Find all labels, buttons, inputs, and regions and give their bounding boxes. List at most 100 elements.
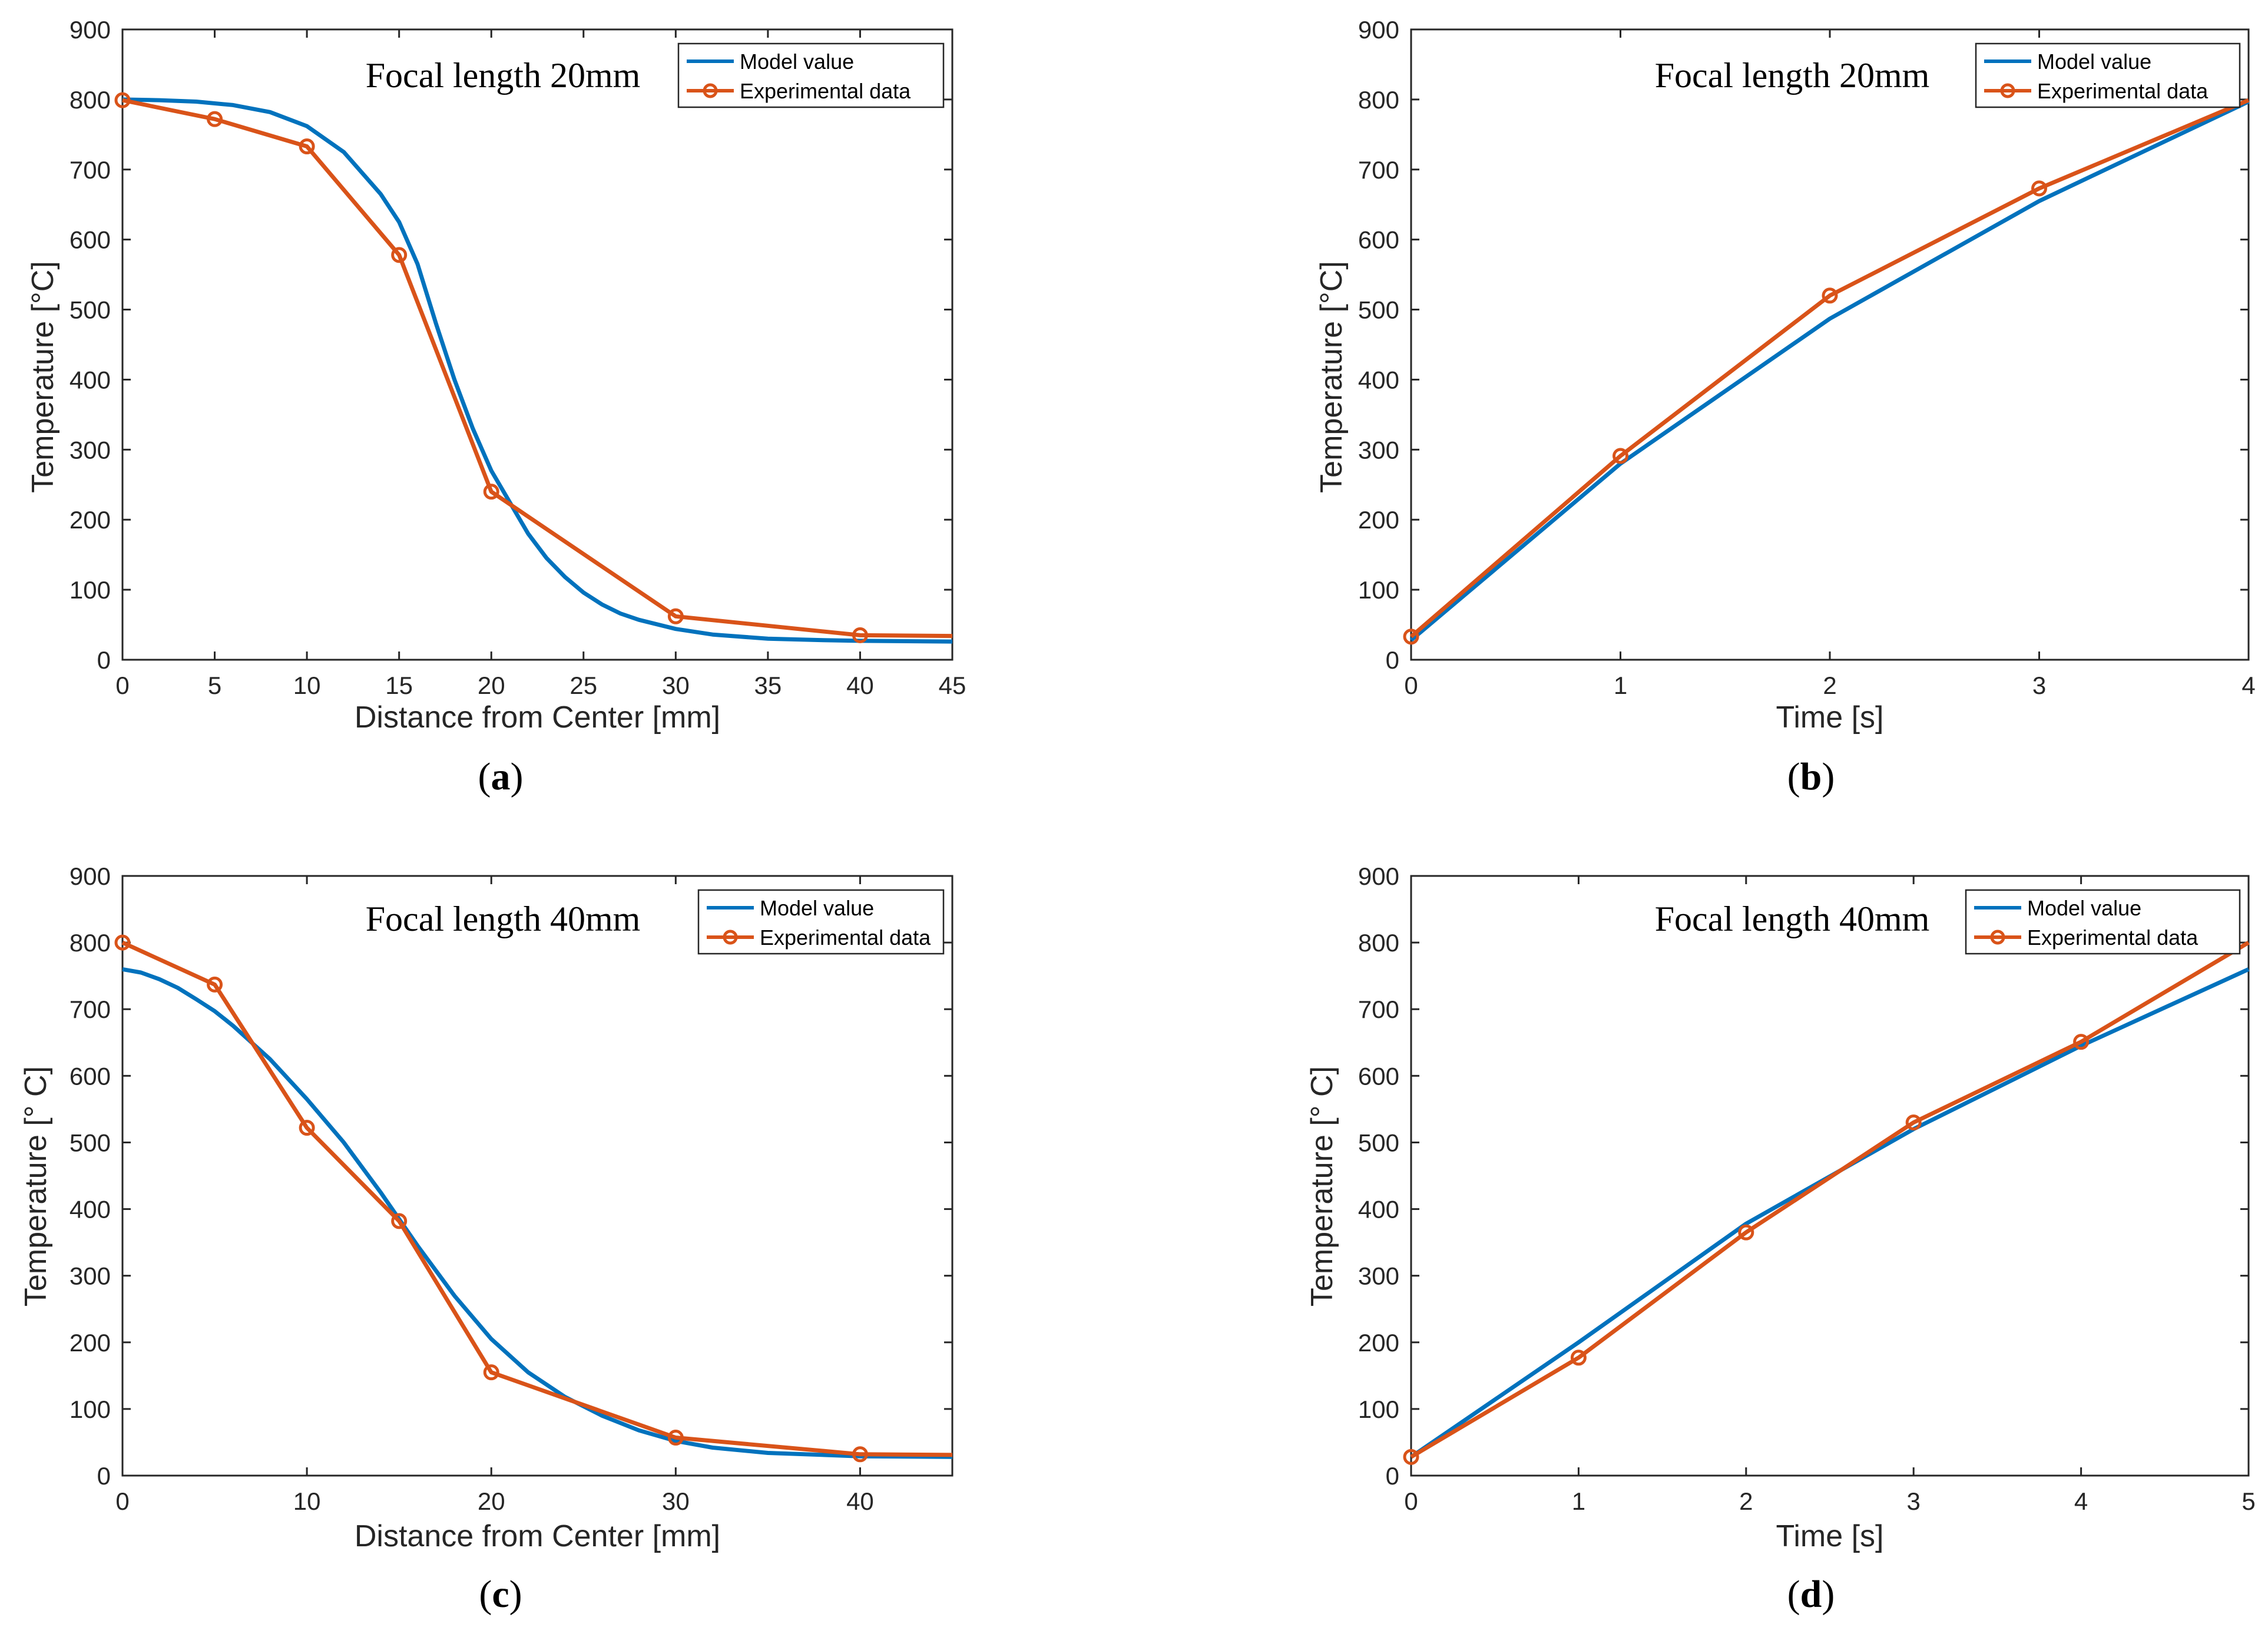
x-tick-label: 2 <box>1823 672 1836 699</box>
y-axis-label: Temperature [°C] <box>1315 261 1349 493</box>
plot-frame <box>121 28 953 661</box>
model-value-line <box>1409 100 2250 642</box>
y-tick-label: 900 <box>1358 862 1399 890</box>
y-axis-label: Temperature [° C] <box>19 1066 53 1307</box>
experimental-data-point <box>391 1213 408 1229</box>
x-tick-label: 40 <box>846 1487 874 1515</box>
y-tick-label: 200 <box>69 506 111 534</box>
y-tick-label: 400 <box>69 366 111 393</box>
experimental-data-point <box>299 1120 315 1136</box>
y-tick-label: 300 <box>1358 436 1399 464</box>
y-tick-label: 800 <box>69 929 111 957</box>
x-tick-label: 0 <box>1404 672 1418 699</box>
y-tick-label: 100 <box>69 1395 111 1423</box>
y-tick-label: 900 <box>1358 16 1399 44</box>
experimental-data-point <box>207 111 223 127</box>
experimental-data-point <box>1403 629 1419 645</box>
x-tick-label: 10 <box>293 672 321 699</box>
plot-frame <box>1410 28 2250 661</box>
experimental-data-point <box>391 247 408 263</box>
experimental-data-line <box>122 98 953 639</box>
chart-panel-d: 0 100 200 300 400 500 600 700 800 900 0 1 2 3 4 5 Time [… <box>1305 862 2256 1616</box>
y-tick-label: 600 <box>69 226 111 254</box>
y-tick-label: 100 <box>1358 576 1399 604</box>
x-tick-label: 25 <box>570 672 597 699</box>
experimental-data-point <box>299 138 315 155</box>
y-axis-label: Temperature [°C] <box>26 261 60 493</box>
y-tick-label: 600 <box>69 1062 111 1090</box>
experimental-data-point <box>852 1446 868 1463</box>
y-tick-label: 200 <box>69 1329 111 1357</box>
x-tick-label: 3 <box>2032 672 2046 699</box>
legend-experimental-marker <box>2000 83 2015 98</box>
legend-box <box>1975 42 2241 108</box>
legend-label: Experimental data <box>2027 925 2199 950</box>
legend-label: Model value <box>740 49 854 74</box>
x-tick-label: 45 <box>939 672 966 699</box>
legend-label: Experimental data <box>2037 79 2209 103</box>
y-tick-label: 900 <box>69 16 111 44</box>
y-tick-label: 200 <box>1358 1329 1399 1357</box>
x-tick-label: 20 <box>478 672 505 699</box>
y-axis-label: Temperature [° C] <box>1305 1066 1339 1307</box>
chart-title: Focal length 40mm <box>1655 899 1930 938</box>
experimental-data-point <box>483 484 499 500</box>
x-tick-label: 20 <box>478 1487 505 1515</box>
experimental-data-point <box>1738 1224 1754 1241</box>
y-tick-label: 500 <box>69 296 111 324</box>
x-tick-label: 4 <box>2241 672 2255 699</box>
x-axis-label: Time [s] <box>1776 1519 1884 1553</box>
legend-label: Model value <box>760 896 874 920</box>
experimental-data-point <box>1905 1115 1922 1131</box>
panel-caption: (d) <box>1787 1573 1835 1616</box>
experimental-data-point <box>2031 180 2047 197</box>
experimental-data-point <box>667 608 684 624</box>
x-axis-label: Distance from Center [mm] <box>355 1519 720 1553</box>
legend-box <box>697 889 945 955</box>
chart-title: Focal length 20mm <box>1655 56 1930 95</box>
panel-caption: (b) <box>1787 755 1835 798</box>
experimental-data-point <box>114 934 131 951</box>
experimental-data-point <box>1403 1449 1419 1465</box>
x-tick-label: 1 <box>1614 672 1627 699</box>
x-tick-label: 2 <box>1739 1487 1753 1515</box>
y-tick-label: 700 <box>1358 156 1399 184</box>
y-tick-label: 600 <box>1358 1062 1399 1090</box>
legend-label: Experimental data <box>740 79 911 103</box>
x-axis-label: Time [s] <box>1776 700 1884 735</box>
experimental-data-point <box>1570 1350 1587 1366</box>
panel-caption: (a) <box>478 755 524 798</box>
x-tick-label: 0 <box>1404 1487 1418 1515</box>
y-tick-label: 800 <box>1358 929 1399 957</box>
chart-title: Focal length 40mm <box>366 899 641 938</box>
x-tick-label: 35 <box>754 672 782 699</box>
legend-box <box>1965 889 2241 955</box>
y-tick-label: 100 <box>69 576 111 604</box>
y-tick-label: 800 <box>1358 86 1399 114</box>
experimental-data-point <box>1822 287 1838 304</box>
experimental-data-point <box>114 92 131 108</box>
y-tick-label: 700 <box>69 156 111 184</box>
x-tick-label: 3 <box>1907 1487 1921 1515</box>
x-tick-label: 5 <box>2241 1487 2255 1515</box>
y-tick-label: 300 <box>69 436 111 464</box>
legend-experimental-marker <box>703 83 718 98</box>
experimental-data-point <box>1613 448 1628 464</box>
y-tick-label: 600 <box>1358 226 1399 254</box>
experimental-data-line <box>121 940 953 1457</box>
chart-panel-a: 0 100 200 300 400 500 600 700 800 900 0 5 10 15 20 25 30… <box>26 16 966 798</box>
y-tick-label: 300 <box>1358 1262 1399 1290</box>
y-tick-label: 0 <box>97 646 111 674</box>
y-tick-label: 500 <box>69 1129 111 1156</box>
y-tick-label: 0 <box>1386 646 1399 674</box>
y-tick-label: 200 <box>1358 506 1399 534</box>
chart-panel-c: 0 100 200 300 400 500 600 700 800 900 0 10 20 30 40 Dis… <box>19 862 953 1616</box>
legend-experimental-marker <box>1990 930 2005 945</box>
legend-label: Experimental data <box>760 925 931 950</box>
experimental-data-line <box>1409 98 2250 639</box>
legend-experimental-marker <box>723 930 738 945</box>
y-tick-label: 100 <box>1358 1395 1399 1423</box>
x-tick-label: 40 <box>846 672 874 699</box>
legend-box <box>677 42 945 108</box>
experimental-data-point <box>2073 1034 2090 1050</box>
